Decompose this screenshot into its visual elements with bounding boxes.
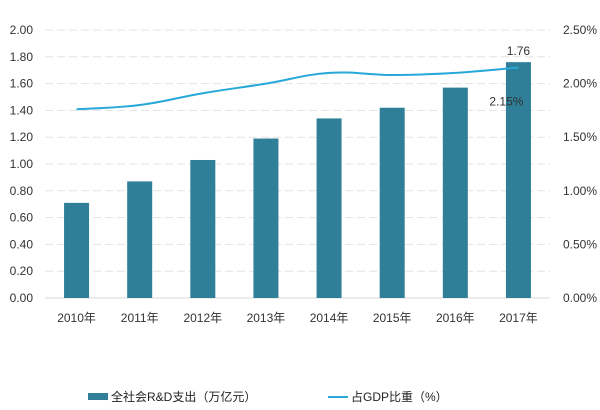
legend-item-rd-spending: 全社会R&D支出（万亿元）	[88, 388, 256, 405]
rd-spending-chart: 0.00 0.20 0.40 0.60 0.80 1.00 1.20 1.40 1.60 1.80…	[10, 23, 598, 325]
bar	[505, 62, 531, 298]
left-axis-tick: 0.20	[10, 264, 34, 278]
left-axis-tick: 1.40	[10, 103, 34, 117]
legend-item-gdp-share: 占GDP比重（%）	[328, 388, 448, 405]
bar	[442, 87, 468, 299]
bar-series	[64, 62, 531, 299]
right-axis-tick: 0.00%	[563, 291, 597, 305]
bar	[190, 159, 216, 298]
legend-label-gdp-share: 占GDP比重（%）	[351, 390, 448, 404]
right-axis: 0.00% 0.50% 1.00% 1.50% 2.00% 2.50%	[563, 23, 597, 305]
bar	[127, 181, 153, 298]
x-axis-label: 2017年	[499, 311, 538, 325]
right-axis-tick: 1.00%	[563, 184, 597, 198]
left-axis-tick: 1.20	[10, 130, 34, 144]
gdp-share-line	[76, 66, 519, 111]
x-axis-labels: 2010年 2011年 2012年 2013年 2014年 2015年 2016年 2017年	[57, 311, 538, 325]
left-axis: 0.00 0.20 0.40 0.60 0.80 1.00 1.20 1.40 1.60 1.80…	[10, 23, 34, 305]
left-axis-tick: 2.00	[10, 23, 34, 37]
right-axis-tick: 2.50%	[563, 23, 597, 37]
bar	[253, 138, 279, 298]
left-axis-tick: 0.40	[10, 237, 34, 251]
right-axis-tick: 1.50%	[563, 130, 597, 144]
x-axis-label: 2014年	[310, 311, 349, 325]
left-axis-tick: 0.60	[10, 211, 34, 225]
line-series	[76, 66, 519, 111]
left-axis-tick: 1.60	[10, 77, 34, 91]
line-swatch-icon	[328, 395, 348, 398]
line-value-label: 2.15%	[489, 95, 523, 109]
x-axis-label: 2010年	[57, 311, 96, 325]
x-axis-label: 2015年	[373, 311, 412, 325]
x-axis-label: 2016年	[436, 311, 475, 325]
bar	[64, 202, 90, 298]
bar-value-label: 1.76	[507, 44, 531, 58]
bar	[379, 107, 405, 298]
gridlines	[45, 29, 550, 299]
right-axis-tick: 0.50%	[563, 237, 597, 251]
bar-swatch-icon	[88, 393, 108, 400]
annotations: 1.76 2.15%	[489, 44, 530, 108]
left-axis-tick: 0.00	[10, 291, 34, 305]
x-axis-label: 2012年	[183, 311, 222, 325]
right-axis-tick: 2.00%	[563, 77, 597, 91]
left-axis-tick: 1.00	[10, 157, 34, 171]
x-axis-label: 2013年	[247, 311, 286, 325]
left-axis-tick: 1.80	[10, 50, 34, 64]
bar	[316, 118, 342, 298]
left-axis-tick: 0.80	[10, 184, 34, 198]
legend: 全社会R&D支出（万亿元） 占GDP比重（%）	[0, 388, 600, 408]
legend-label-rd-spending: 全社会R&D支出（万亿元）	[111, 390, 257, 404]
x-axis-label: 2011年	[121, 311, 159, 325]
